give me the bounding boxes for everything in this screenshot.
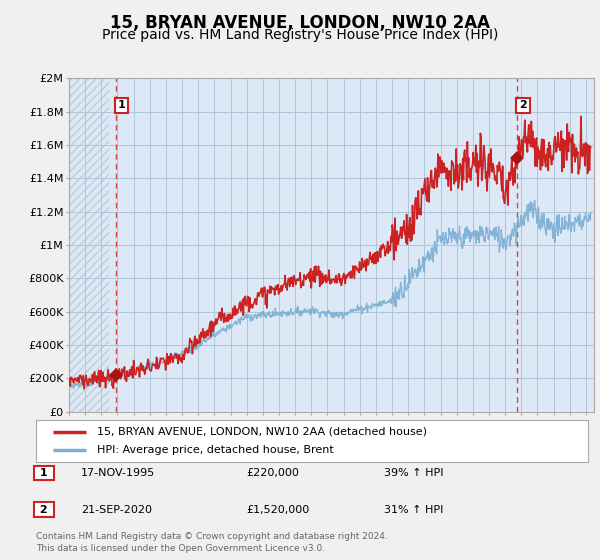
Text: 21-SEP-2020: 21-SEP-2020 <box>81 505 152 515</box>
Text: HPI: Average price, detached house, Brent: HPI: Average price, detached house, Bren… <box>97 445 334 455</box>
Text: 17-NOV-1995: 17-NOV-1995 <box>81 468 155 478</box>
Text: Contains HM Land Registry data © Crown copyright and database right 2024.
This d: Contains HM Land Registry data © Crown c… <box>36 533 388 553</box>
Text: 2: 2 <box>519 100 527 110</box>
Text: 39% ↑ HPI: 39% ↑ HPI <box>384 468 443 478</box>
Text: £220,000: £220,000 <box>246 468 299 478</box>
Text: 1: 1 <box>36 468 52 478</box>
Text: 2: 2 <box>36 505 52 515</box>
Text: 15, BRYAN AVENUE, LONDON, NW10 2AA: 15, BRYAN AVENUE, LONDON, NW10 2AA <box>110 14 490 32</box>
Text: 15, BRYAN AVENUE, LONDON, NW10 2AA (detached house): 15, BRYAN AVENUE, LONDON, NW10 2AA (deta… <box>97 427 427 437</box>
Text: Price paid vs. HM Land Registry's House Price Index (HPI): Price paid vs. HM Land Registry's House … <box>102 28 498 42</box>
Text: £1,520,000: £1,520,000 <box>246 505 309 515</box>
Text: 1: 1 <box>118 100 125 110</box>
Text: 31% ↑ HPI: 31% ↑ HPI <box>384 505 443 515</box>
Bar <box>69 78 109 412</box>
